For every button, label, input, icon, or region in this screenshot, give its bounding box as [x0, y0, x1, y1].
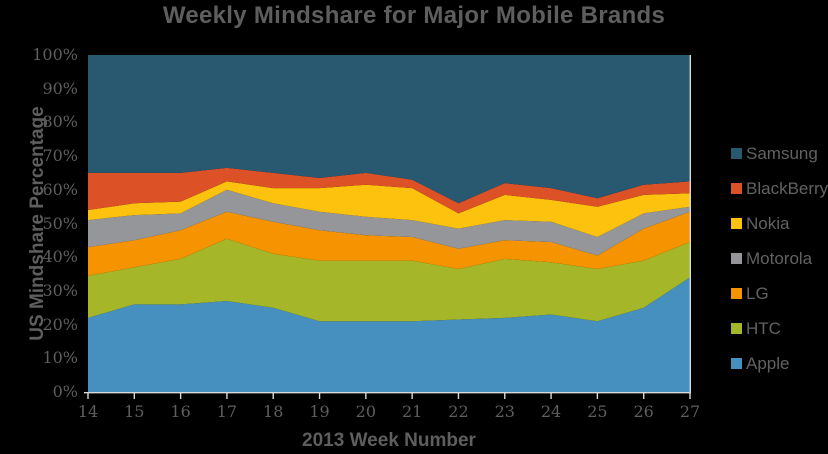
legend-item-htc: HTC [731, 311, 828, 346]
x-tick-label: 18 [263, 402, 284, 421]
legend-item-samsung: Samsung [731, 136, 828, 171]
legend: Samsung BlackBerry Nokia Motorola LG HTC Apple [731, 136, 828, 381]
x-tick-label: 26 [633, 402, 654, 421]
area-htc [88, 238, 690, 322]
legend-item-lg: LG [731, 276, 828, 311]
legend-label: Nokia [746, 213, 790, 233]
legend-swatch-htc [731, 323, 742, 334]
y-tick-label: 50% [42, 213, 78, 233]
y-tick-label: 90% [42, 78, 78, 98]
y-tick-label: 20% [42, 314, 78, 334]
legend-label: LG [746, 283, 769, 303]
x-tick-label: 15 [124, 402, 145, 421]
chart-title: Weekly Mindshare for Major Mobile Brands [162, 2, 666, 29]
area-motorola [88, 189, 690, 256]
legend-swatch-samsung [731, 148, 742, 159]
x-tick-label: 19 [309, 402, 330, 421]
legend-item-blackberry: BlackBerry [731, 171, 828, 206]
y-tick-label: 100% [32, 45, 78, 64]
legend-item-motorola: Motorola [731, 241, 828, 276]
legend-swatch-motorola [731, 253, 742, 264]
legend-label: Apple [746, 353, 790, 373]
legend-swatch-blackberry [731, 183, 742, 194]
legend-label: Samsung [746, 143, 818, 163]
x-tick-label: 17 [216, 402, 238, 421]
y-tick-label: 70% [42, 146, 78, 166]
y-tick-label: 40% [42, 247, 78, 267]
area-apple [88, 277, 690, 392]
y-tick-label: 30% [42, 280, 78, 300]
plot-area [84, 55, 691, 399]
area-nokia [88, 181, 690, 237]
area-samsung [88, 55, 690, 204]
y-tick-label: 10% [42, 348, 78, 368]
y-tick-label: 0% [52, 382, 78, 401]
x-tick-label: 23 [494, 402, 515, 421]
x-tick-label: 16 [170, 402, 191, 421]
x-tick-label: 20 [355, 402, 377, 421]
x-tick-label: 24 [540, 402, 562, 421]
legend-label: BlackBerry [746, 178, 828, 198]
x-tick-label: 22 [448, 402, 469, 421]
legend-swatch-nokia [731, 218, 742, 229]
legend-swatch-apple [731, 358, 742, 369]
x-tick-label: 14 [77, 402, 99, 421]
x-tick-label: 27 [679, 402, 701, 421]
legend-label: Motorola [746, 248, 813, 268]
legend-item-nokia: Nokia [731, 206, 828, 241]
legend-item-apple: Apple [731, 346, 828, 381]
y-tick-label: 60% [42, 179, 78, 199]
legend-swatch-lg [731, 288, 742, 299]
y-tick-label: 80% [42, 112, 78, 132]
x-axis-title: 2013 Week Number [302, 430, 476, 451]
area-lg [88, 211, 690, 276]
x-tick-label: 21 [401, 402, 423, 421]
area-blackberry [88, 167, 690, 214]
legend-label: HTC [746, 318, 781, 338]
x-tick-label: 25 [587, 402, 608, 421]
